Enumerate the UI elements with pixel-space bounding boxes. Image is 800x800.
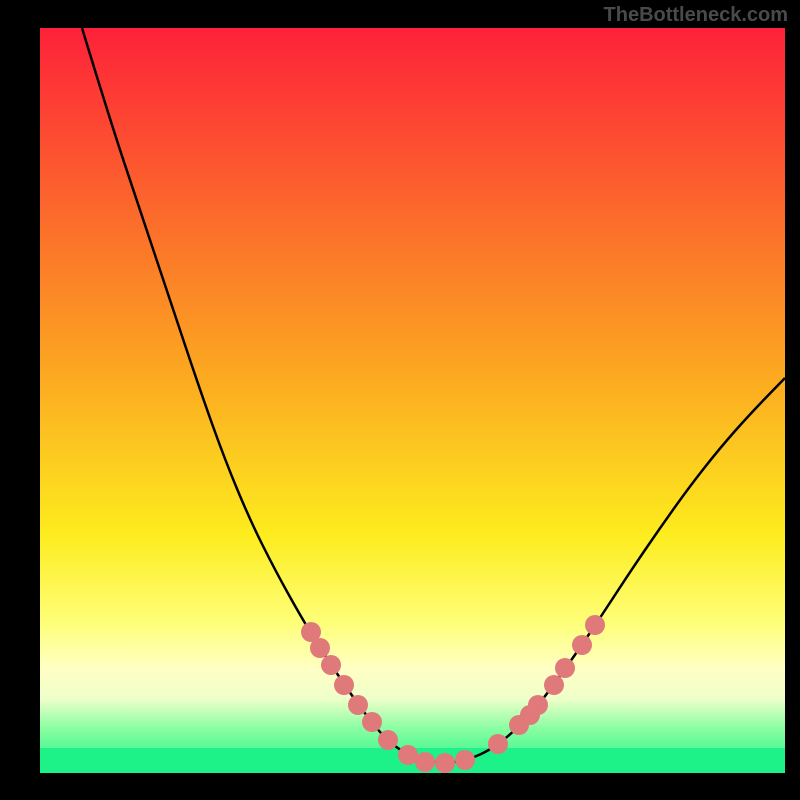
data-marker (455, 750, 475, 770)
curve-layer (0, 0, 800, 800)
bottleneck-curve (82, 28, 785, 763)
data-marker (334, 675, 354, 695)
data-marker (435, 753, 455, 773)
data-marker (362, 712, 382, 732)
data-marker (488, 734, 508, 754)
data-marker (415, 752, 435, 772)
data-marker (585, 615, 605, 635)
data-marker (528, 695, 548, 715)
data-marker (572, 635, 592, 655)
data-marker (555, 658, 575, 678)
data-marker (378, 730, 398, 750)
watermark-text: TheBottleneck.com (604, 4, 788, 27)
data-marker (321, 655, 341, 675)
chart-frame: TheBottleneck.com (0, 0, 800, 800)
data-marker (348, 695, 368, 715)
data-marker (544, 675, 564, 695)
